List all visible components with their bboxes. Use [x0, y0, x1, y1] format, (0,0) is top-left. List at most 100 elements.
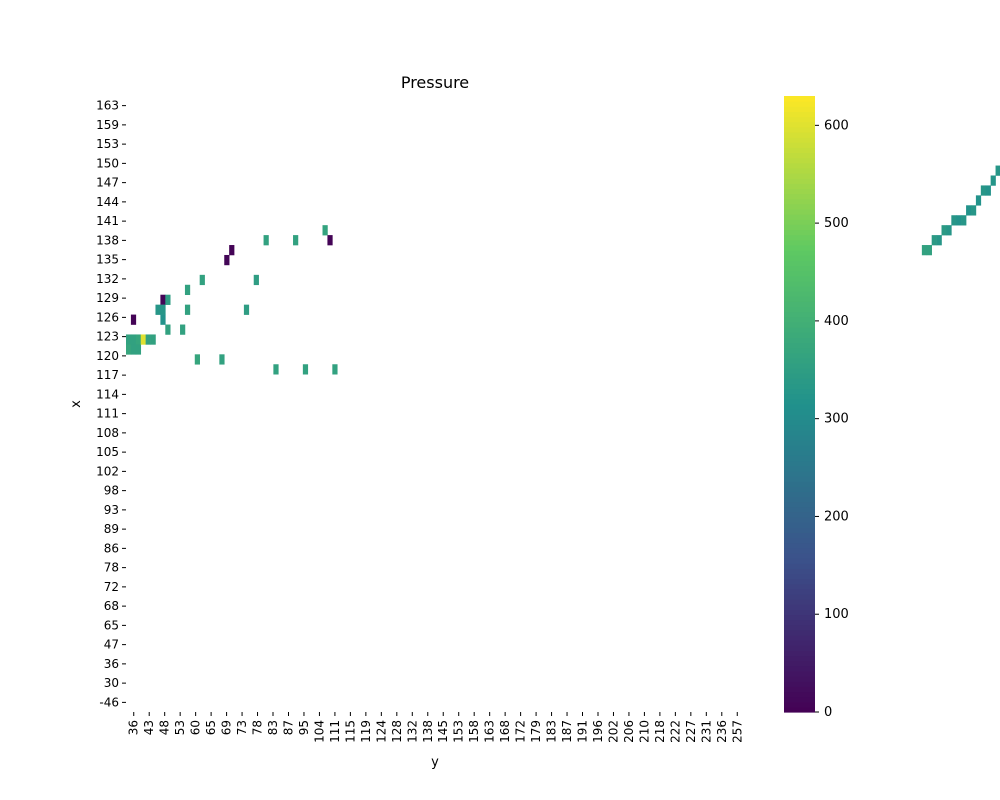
colorbar-segment [784, 629, 815, 636]
x-tick-label: 43 [142, 720, 156, 735]
y-axis-label: x [69, 400, 84, 408]
colorbar-segment [784, 676, 815, 682]
colorbar-tick-label: 100 [824, 607, 849, 622]
y-tick-label: 163 [96, 99, 119, 113]
colorbar-segment [784, 347, 815, 354]
heatmap-cell [126, 334, 132, 345]
colorbar-segment [784, 198, 815, 205]
heatmap-cell [160, 294, 166, 305]
plot-area [126, 165, 1000, 375]
colorbar-segment [784, 686, 815, 693]
heatmap-cell [327, 235, 333, 246]
heatmap-cell [140, 334, 146, 345]
colorbar-segment [784, 208, 815, 215]
x-tick-label: 210 [637, 720, 651, 743]
heatmap-cell [135, 344, 142, 355]
colorbar-segment [784, 306, 815, 313]
colorbar-segment [784, 173, 815, 179]
colorbar-segment [784, 101, 815, 107]
chart-title: Pressure [401, 73, 469, 92]
x-tick-label: 115 [343, 720, 357, 743]
colorbar-segment [784, 244, 815, 251]
colorbar-segment [784, 214, 815, 220]
y-tick-label: 126 [96, 310, 119, 324]
colorbar-segment [784, 106, 815, 112]
y-tick-label: 120 [96, 349, 119, 363]
colorbar-segment [784, 558, 815, 564]
colorbar-segment [784, 522, 815, 528]
colorbar-segment [784, 511, 815, 518]
colorbar-tick-label: 0 [824, 705, 832, 720]
colorbar-segment [784, 193, 815, 200]
colorbar-segment [784, 537, 815, 544]
colorbar-segment [784, 291, 815, 297]
heatmap-cell [199, 274, 205, 286]
colorbar-segment [784, 362, 815, 369]
heatmap-cell [956, 215, 962, 226]
colorbar-segment [784, 234, 815, 241]
colorbar-segment [784, 357, 815, 364]
x-tick-label: 138 [421, 720, 435, 743]
heatmap-cell [263, 235, 269, 246]
heatmap-cell [941, 225, 947, 236]
y-tick-label: 93 [104, 503, 119, 517]
colorbar-segment [784, 696, 815, 703]
colorbar-segment [784, 219, 815, 225]
colorbar-segment [784, 614, 815, 621]
x-tick-label: 179 [529, 720, 543, 743]
x-tick-label: 231 [699, 720, 713, 743]
y-tick-label: 153 [96, 137, 119, 151]
x-tick-label: 60 [189, 720, 203, 735]
colorbar-segment [784, 706, 815, 713]
heatmap-cell [155, 304, 161, 315]
colorbar-segment [784, 316, 815, 323]
y-tick-label: 114 [96, 387, 119, 401]
colorbar-segment [784, 121, 815, 128]
colorbar-segment [784, 588, 815, 595]
y-tick-label: 68 [104, 599, 119, 613]
y-tick-label: 132 [96, 272, 119, 286]
colorbar-segment [784, 111, 815, 118]
colorbar-segment [784, 501, 815, 508]
colorbar-segment [784, 609, 815, 616]
colorbar-segment [784, 342, 815, 349]
colorbar-segment [784, 439, 815, 446]
heatmap-cell [966, 205, 972, 216]
x-axis: 36 43 48 53 60 65 69 73 78 83 87 95 104 111 115 119 124 1… [127, 712, 744, 743]
colorbar-segment [784, 527, 815, 533]
colorbar-segment [784, 142, 815, 148]
y-tick-label: 78 [104, 561, 119, 575]
heatmap-cell [936, 235, 942, 246]
heatmap-cell [224, 254, 230, 266]
y-axis: 163 159 153 150 147 144 141 138 135 132 129 126 123 1… [96, 99, 126, 709]
colorbar-segment [784, 224, 815, 231]
y-tick-label: 72 [104, 580, 119, 594]
colorbar-segment [784, 383, 815, 390]
x-tick-label: 206 [622, 720, 636, 743]
x-tick-label: 168 [498, 720, 512, 743]
x-tick-label: 73 [235, 720, 249, 735]
heatmap-cell [322, 225, 328, 236]
heatmap-cell [332, 364, 338, 375]
colorbar-segment [784, 137, 815, 143]
x-tick-label: 124 [374, 720, 388, 743]
x-tick-label: 158 [467, 720, 481, 743]
colorbar-segment [784, 126, 815, 133]
x-tick-label: 69 [220, 720, 234, 735]
x-tick-label: 191 [576, 720, 590, 743]
colorbar-segment [784, 583, 815, 590]
colorbar-segment [784, 691, 815, 698]
heatmap-cell [243, 304, 250, 315]
colorbar-segment [784, 460, 815, 467]
heatmap-cell [184, 284, 191, 296]
colorbar-segment [784, 532, 815, 539]
heatmap-cell [126, 344, 132, 355]
colorbar-segment [784, 404, 815, 410]
colorbar-segment [784, 552, 815, 559]
heatmap-cell [975, 195, 982, 206]
heatmap-cell [194, 354, 200, 365]
colorbar-segment [784, 250, 815, 256]
heatmap-cell [293, 235, 299, 246]
x-tick-label: 95 [297, 720, 311, 735]
heatmap-cell [995, 165, 1000, 176]
